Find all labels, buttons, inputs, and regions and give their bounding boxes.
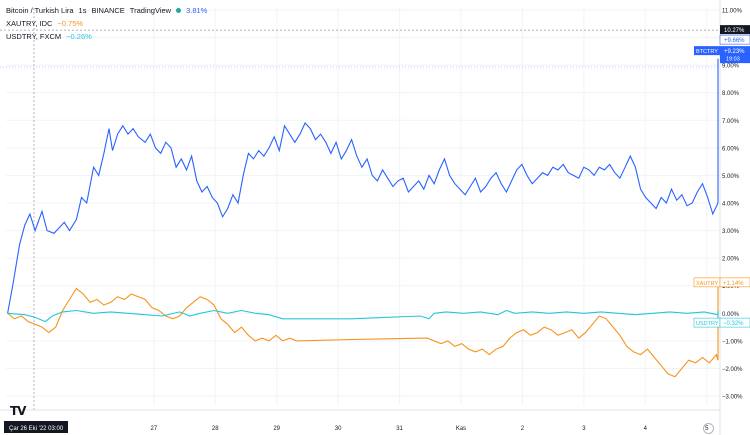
tradingview-logo-icon[interactable]: TV	[10, 404, 27, 418]
y-tick-label: 5.00%	[722, 174, 740, 180]
market-status-icon	[176, 8, 182, 13]
y-tick-label: 9.00%	[722, 64, 740, 70]
y-tick-label: 6.00%	[722, 146, 740, 152]
top-price-text: 10.27%	[724, 28, 745, 34]
x-tick-label: 31	[396, 426, 403, 432]
top-price-label	[720, 25, 750, 35]
y-tick-label: 4.00%	[722, 202, 740, 208]
legend-main-title: Bitcoin / Turkish Lira	[6, 6, 74, 15]
xau-value-label	[719, 277, 750, 288]
legend-interval: 1s	[78, 6, 87, 15]
series-line-btctry	[7, 58, 719, 314]
legend-compare1-change: −0.75%	[57, 19, 84, 28]
price-labels: 10.27% +9.66% BTCTRY +9.23% 19:03 XAUTRY +1.14…	[693, 25, 750, 328]
x-tick-label: 27	[150, 426, 157, 432]
y-tick-label: 11.00%	[722, 9, 743, 15]
btc-timer-text: 19:03	[726, 57, 740, 63]
crosshair-date-text: Çar 26 Eki '22 03:00	[9, 426, 64, 432]
chart-series	[7, 58, 719, 378]
xau-value-text: +1.14%	[723, 281, 744, 287]
high-price-label	[719, 34, 750, 45]
x-tick-label: 2	[521, 426, 525, 432]
x-tick-label: Kas	[456, 426, 466, 432]
x-tick-label: 3	[582, 426, 586, 432]
price-axis: 11.00%10.00%9.00%8.00%7.00%6.00%5.00%4.0…	[719, 0, 743, 435]
series-line-usdtry	[7, 309, 719, 325]
legend-compare1-symbol: XAUTRY, IDC	[6, 19, 53, 28]
chart-legend: Bitcoin / Turkish Lira 1s BINANCE Tradin…	[6, 4, 207, 43]
chart-grid	[6, 8, 720, 405]
x-tick-label: 28	[212, 426, 219, 432]
series-line-xautry	[7, 280, 719, 378]
usd-symbol-text: USDTRY	[696, 321, 719, 327]
y-tick-label: 3.00%	[722, 229, 740, 235]
legend-compare1-row[interactable]: XAUTRY, IDC −0.75%	[6, 17, 207, 30]
legend-compare2-symbol: USDTRY, FXCM	[6, 32, 62, 41]
y-tick-label: −1.00%	[722, 339, 743, 345]
y-tick-label: 1.00%	[722, 284, 740, 290]
x-tick-label: 29	[273, 426, 280, 432]
legend-compare2-row[interactable]: USDTRY, FXCM −0.26%	[6, 30, 207, 43]
x-tick-label: 30	[335, 426, 342, 432]
y-tick-label: 8.00%	[722, 91, 740, 97]
high-price-text: +9.66%	[724, 38, 745, 44]
legend-main-row[interactable]: Bitcoin / Turkish Lira 1s BINANCE Tradin…	[6, 4, 207, 17]
usd-value-label	[719, 317, 750, 328]
btc-symbol-text: BTCTRY	[696, 49, 718, 55]
btc-value-text: +9.23%	[724, 49, 745, 55]
legend-source: TradingView	[129, 6, 172, 15]
xau-symbol-text: XAUTRY	[696, 281, 719, 287]
btc-value-label	[720, 46, 750, 64]
y-tick-label: −3.00%	[722, 395, 743, 401]
x-tick-label: 4	[644, 426, 648, 432]
y-tick-label: 0.00%	[722, 312, 740, 318]
y-tick-label: 7.00%	[722, 119, 740, 125]
y-tick-label: −2.00%	[722, 367, 743, 373]
legend-exchange: BINANCE	[91, 6, 125, 15]
settings-icon[interactable]	[703, 423, 714, 434]
usd-value-text: −0.32%	[723, 321, 744, 327]
legend-main-change: 3.81%	[186, 6, 208, 15]
btc-symbol-label	[694, 46, 720, 56]
legend-compare2-change: −0.26%	[66, 32, 92, 41]
y-tick-label: 2.00%	[722, 257, 740, 263]
crosshair-date-label	[4, 421, 68, 433]
